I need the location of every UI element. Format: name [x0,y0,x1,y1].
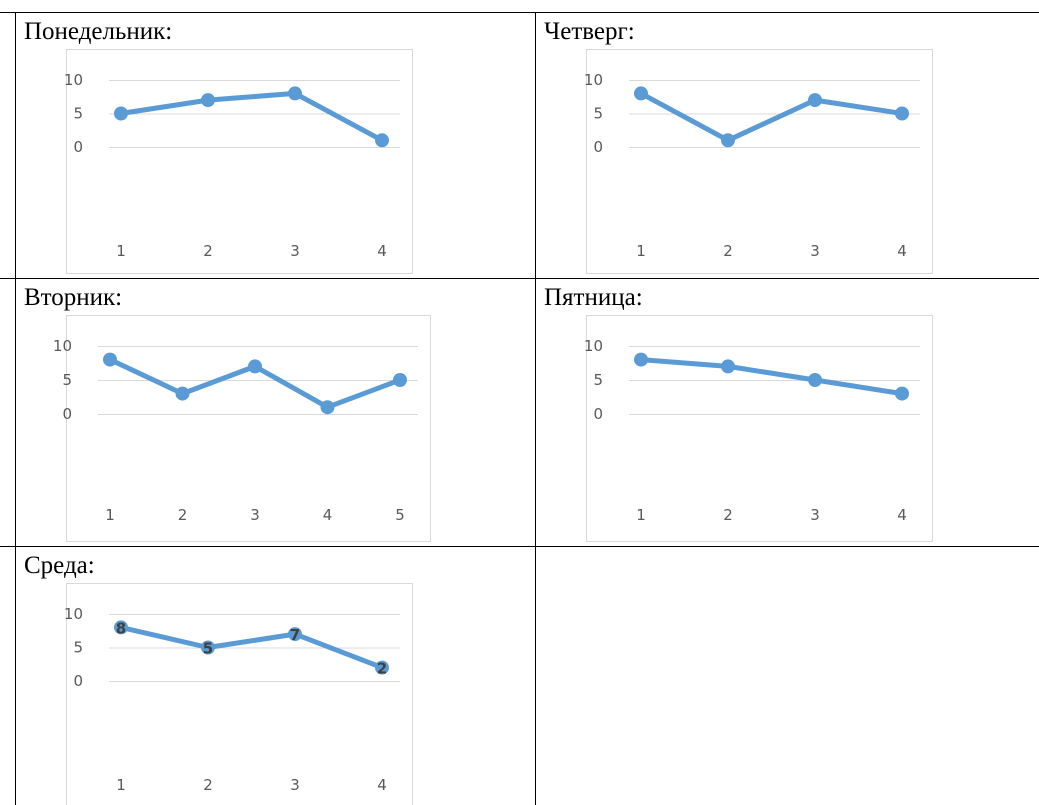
cell-friday: Пятница: 0 5 10 1 2 3 4 [536,279,1039,546]
cell-thursday: Четверг: 0 5 10 1 2 3 4 [536,13,1039,278]
data-point [320,400,335,415]
chart-title: Пятница: [544,284,643,311]
series-line [118,90,385,143]
line-chart-wednesday: 0 5 10 1 2 3 4 8 5 7 2 [64,583,413,805]
data-point [895,386,909,401]
plot-frame [66,49,413,274]
line-chart-tuesday: 0 5 10 1 2 3 4 5 [53,315,431,542]
y-tick-label: 10 [584,337,603,355]
data-point [721,133,735,148]
data-point [288,627,302,642]
x-tick-label: 1 [636,506,646,524]
cell-tuesday: Вторник: 0 5 10 1 2 3 4 5 [16,279,535,546]
y-tick-label: 0 [73,138,83,156]
chart-title: Вторник: [24,284,123,311]
data-label: 8 [116,619,126,637]
x-tick-label: 3 [290,776,300,794]
data-point [721,359,735,374]
x-tick-label: 3 [810,242,820,260]
y-tick-label: 5 [73,639,83,657]
plot-frame [66,315,431,542]
cell-wednesday: Среда: 0 5 10 1 2 3 4 8 5 7 2 [16,547,535,805]
x-tick-label: 2 [203,242,213,260]
data-point [393,373,407,387]
x-tick-label: 1 [116,776,126,794]
x-tick-label: 2 [203,776,213,794]
data-point [634,86,648,101]
y-tick-label: 0 [593,405,603,423]
y-tick-label: 5 [593,371,603,389]
data-point [808,373,822,387]
y-tick-label: 10 [53,337,72,355]
line-chart-monday: 0 5 10 1 2 3 4 [64,49,413,274]
data-point [103,352,117,367]
x-tick-label: 4 [897,242,907,260]
x-tick-label: 2 [723,506,733,524]
chart-title: Понедельник: [24,18,173,45]
data-point [114,620,128,635]
y-tick-label: 10 [64,605,83,623]
data-point [248,359,262,374]
x-tick-label: 3 [250,506,260,524]
plot-frame [586,49,933,274]
data-point [201,640,215,655]
y-tick-label: 0 [62,405,72,423]
series-line [638,90,905,143]
series-line [118,624,385,671]
data-label: 7 [290,626,300,644]
data-point [375,133,389,148]
line-chart-friday: 0 5 10 1 2 3 4 [584,315,933,542]
x-tick-label: 1 [116,242,126,260]
x-tick-label: 4 [323,506,333,524]
x-tick-label: 4 [377,776,387,794]
data-point [808,93,822,108]
x-tick-label: 4 [897,506,907,524]
x-tick-label: 3 [810,506,820,524]
data-point [895,106,909,121]
cell-monday: Понедельник: 0 5 10 1 2 3 4 [16,13,535,278]
x-tick-label: 3 [290,242,300,260]
data-point [288,86,302,101]
y-tick-label: 5 [593,105,603,123]
data-point [634,352,648,367]
data-point [375,660,389,675]
y-tick-label: 5 [73,105,83,123]
data-point [114,106,128,121]
x-tick-label: 1 [105,506,115,524]
x-tick-label: 1 [636,242,646,260]
x-tick-label: 2 [178,506,188,524]
data-label: 5 [203,640,213,658]
x-tick-label: 5 [395,506,405,524]
series-line [638,357,905,397]
line-chart-thursday: 0 5 10 1 2 3 4 [584,49,933,274]
data-point [175,386,190,401]
y-tick-label: 10 [584,71,603,89]
plot-frame [66,583,413,805]
plot-frame [586,315,933,542]
y-tick-label: 10 [64,71,83,89]
chart-title: Среда: [24,552,95,579]
data-point [201,93,215,108]
x-tick-label: 4 [377,242,387,260]
data-label: 2 [377,660,387,678]
y-tick-label: 0 [73,672,83,690]
x-tick-label: 2 [723,242,733,260]
chart-title: Четверг: [544,18,635,45]
y-tick-label: 0 [593,138,603,156]
y-tick-label: 5 [62,371,72,389]
